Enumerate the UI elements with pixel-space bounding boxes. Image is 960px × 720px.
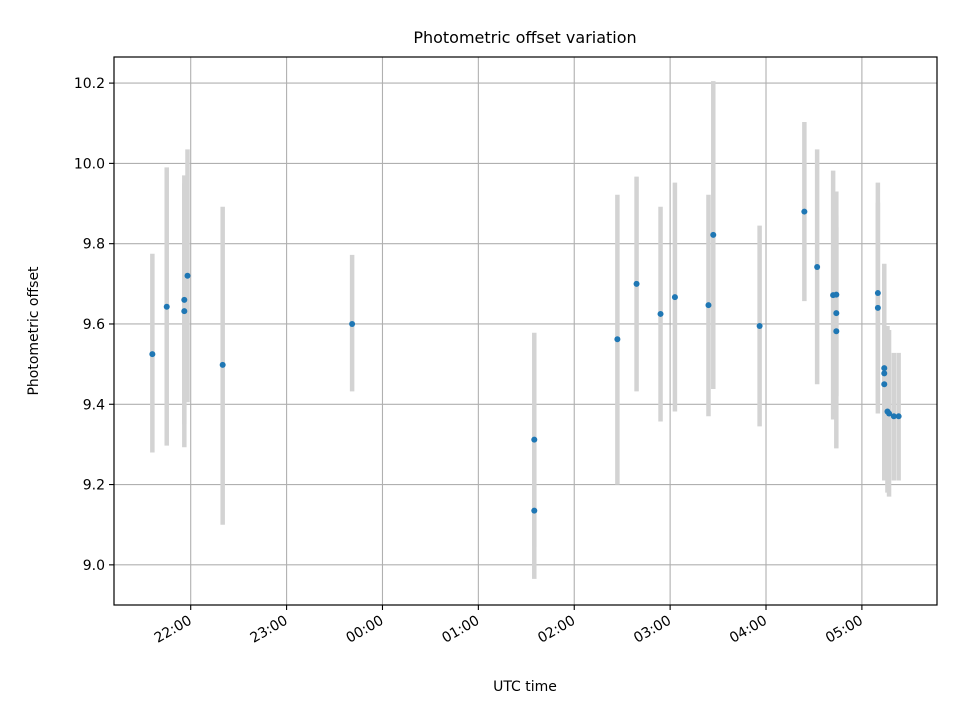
x-tick-label: 03:00 — [631, 613, 674, 647]
data-point — [833, 328, 840, 335]
x-axis-ticks: 22:00 23:00 00:00 01:00 02:00 03:00 04:00 05:00 — [152, 605, 866, 647]
x-axis-label: UTC time — [493, 679, 557, 695]
data-point — [886, 410, 893, 417]
x-tick-label: 02:00 — [535, 613, 578, 647]
data-point — [710, 231, 717, 238]
y-tick-label: 9.6 — [83, 317, 105, 333]
x-tick-label: 23:00 — [248, 613, 291, 647]
data-point — [633, 280, 640, 287]
data-point — [219, 361, 226, 368]
data-point — [833, 310, 840, 317]
data-point — [614, 336, 621, 343]
data-point — [814, 263, 821, 270]
data-point — [349, 320, 356, 327]
x-tick-label: 00:00 — [344, 613, 387, 647]
y-axis-ticks: 9.0 9.2 9.4 9.6 9.8 10.0 10.2 — [74, 76, 114, 574]
grid-lines — [114, 57, 937, 605]
data-point — [895, 413, 902, 420]
error-bars — [150, 81, 901, 579]
data-point — [671, 294, 678, 301]
y-tick-label: 9.8 — [83, 237, 105, 253]
data-point — [705, 302, 712, 309]
data-point — [874, 290, 881, 297]
y-axis-label: Photometric offset — [26, 266, 42, 396]
x-tick-label: 22:00 — [152, 613, 195, 647]
data-point — [531, 436, 538, 443]
data-point — [184, 272, 191, 279]
plot-frame — [113, 56, 938, 606]
y-tick-label: 10.0 — [74, 156, 105, 172]
y-tick-label: 10.2 — [74, 76, 105, 92]
y-tick-label: 9.2 — [83, 478, 105, 494]
data-point — [657, 310, 664, 317]
data-point — [181, 296, 188, 303]
y-tick-label: 9.0 — [83, 558, 105, 574]
data-point — [881, 381, 888, 388]
data-point — [531, 507, 538, 514]
y-tick-label: 9.4 — [83, 397, 105, 413]
chart-title: Photometric offset variation — [413, 28, 636, 47]
data-point — [833, 291, 840, 298]
x-tick-label: 05:00 — [823, 613, 866, 647]
x-tick-label: 01:00 — [439, 613, 482, 647]
data-point — [890, 413, 897, 420]
data-point — [149, 351, 156, 358]
data-point — [881, 365, 888, 372]
x-tick-label: 04:00 — [727, 613, 770, 647]
data-point — [756, 322, 763, 329]
data-point — [801, 208, 808, 215]
data-points — [149, 208, 902, 514]
data-point — [181, 308, 188, 315]
data-point — [881, 370, 888, 377]
data-point — [163, 303, 170, 310]
data-point — [874, 304, 881, 311]
